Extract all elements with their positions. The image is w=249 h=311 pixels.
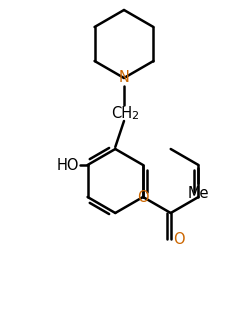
Text: O: O [137, 189, 149, 205]
Text: Me: Me [188, 185, 209, 201]
Text: N: N [119, 71, 129, 86]
Text: O: O [173, 231, 185, 247]
Text: 2: 2 [131, 111, 138, 121]
Text: HO: HO [56, 157, 79, 173]
Text: CH: CH [112, 105, 132, 120]
